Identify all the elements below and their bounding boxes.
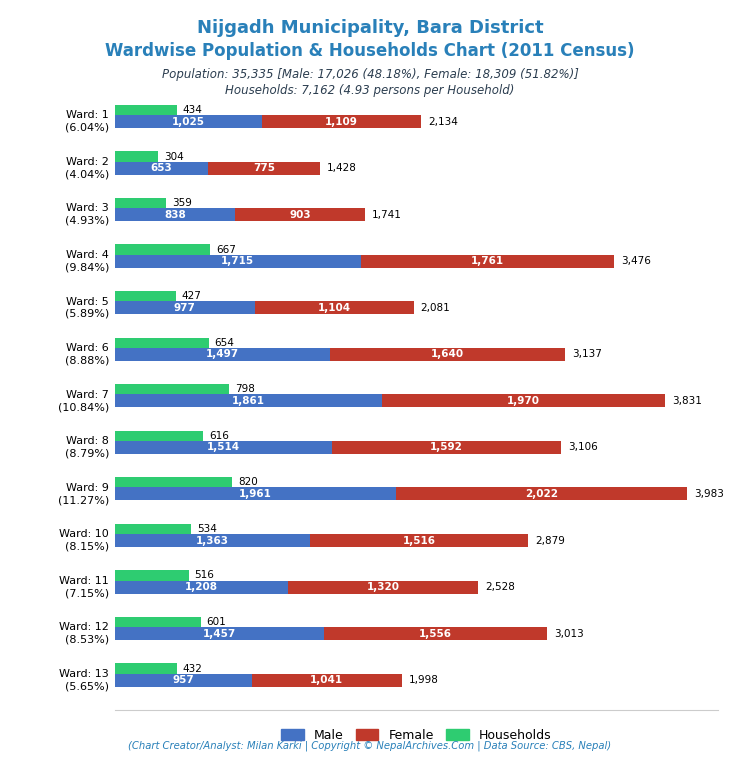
Bar bbox=[382, 394, 665, 407]
Text: Nijgadh Municipality, Bara District: Nijgadh Municipality, Bara District bbox=[197, 19, 543, 37]
Text: 432: 432 bbox=[183, 664, 202, 674]
Bar bbox=[115, 617, 201, 627]
Text: 1,998: 1,998 bbox=[408, 675, 439, 685]
Bar bbox=[115, 441, 332, 454]
Text: 616: 616 bbox=[209, 431, 229, 441]
Bar bbox=[262, 115, 421, 128]
Text: 1,025: 1,025 bbox=[172, 117, 205, 127]
Bar bbox=[115, 477, 232, 488]
Bar bbox=[115, 198, 166, 208]
Bar bbox=[115, 674, 252, 687]
Bar bbox=[115, 664, 177, 674]
Text: 1,428: 1,428 bbox=[327, 163, 357, 173]
Text: 903: 903 bbox=[289, 210, 311, 220]
Bar bbox=[332, 441, 561, 454]
Text: Population: 35,335 [Male: 17,026 (48.18%), Female: 18,309 (51.82%)]: Population: 35,335 [Male: 17,026 (48.18%… bbox=[161, 68, 579, 81]
Bar bbox=[115, 431, 204, 441]
Text: (Chart Creator/Analyst: Milan Karki | Copyright © NepalArchives.Com | Data Sourc: (Chart Creator/Analyst: Milan Karki | Co… bbox=[129, 740, 611, 751]
Text: 1,516: 1,516 bbox=[403, 535, 436, 545]
Text: 516: 516 bbox=[195, 571, 215, 581]
Bar bbox=[115, 338, 209, 348]
Text: 1,640: 1,640 bbox=[431, 349, 464, 359]
Text: 775: 775 bbox=[253, 163, 275, 173]
Text: Wardwise Population & Households Chart (2011 Census): Wardwise Population & Households Chart (… bbox=[105, 42, 635, 60]
Text: 3,137: 3,137 bbox=[572, 349, 602, 359]
Text: 1,970: 1,970 bbox=[507, 396, 540, 406]
Text: 3,983: 3,983 bbox=[694, 489, 724, 499]
Text: 977: 977 bbox=[174, 303, 196, 313]
Text: 3,106: 3,106 bbox=[568, 442, 598, 452]
Text: 1,104: 1,104 bbox=[317, 303, 351, 313]
Text: 654: 654 bbox=[215, 338, 235, 348]
Bar bbox=[324, 627, 548, 640]
Text: 2,022: 2,022 bbox=[525, 489, 558, 499]
Bar bbox=[115, 151, 158, 161]
Text: 1,741: 1,741 bbox=[372, 210, 402, 220]
Text: 3,831: 3,831 bbox=[672, 396, 702, 406]
Text: 1,715: 1,715 bbox=[221, 257, 255, 266]
Bar bbox=[235, 208, 365, 221]
Text: Households: 7,162 (4.93 persons per Household): Households: 7,162 (4.93 persons per Hous… bbox=[225, 84, 515, 98]
Text: 1,592: 1,592 bbox=[430, 442, 462, 452]
Text: 1,556: 1,556 bbox=[419, 628, 452, 639]
Bar bbox=[115, 348, 329, 361]
Text: 434: 434 bbox=[183, 105, 203, 115]
Text: 3,476: 3,476 bbox=[621, 257, 651, 266]
Bar bbox=[115, 394, 382, 407]
Bar bbox=[310, 534, 528, 547]
Bar bbox=[115, 105, 177, 115]
Text: 2,081: 2,081 bbox=[421, 303, 451, 313]
Bar bbox=[115, 524, 192, 534]
Bar bbox=[115, 161, 209, 174]
Text: 798: 798 bbox=[235, 384, 255, 394]
Bar bbox=[255, 301, 414, 314]
Bar bbox=[361, 255, 614, 268]
Text: 2,134: 2,134 bbox=[428, 117, 458, 127]
Text: 601: 601 bbox=[206, 617, 226, 627]
Bar bbox=[115, 581, 288, 594]
Text: 1,861: 1,861 bbox=[232, 396, 265, 406]
Bar bbox=[115, 115, 262, 128]
Text: 1,457: 1,457 bbox=[203, 628, 236, 639]
Text: 1,497: 1,497 bbox=[206, 349, 239, 359]
Bar bbox=[115, 244, 210, 255]
Bar bbox=[397, 488, 687, 501]
Text: 304: 304 bbox=[164, 151, 184, 161]
Text: 820: 820 bbox=[238, 478, 258, 488]
Bar bbox=[115, 571, 189, 581]
Text: 1,041: 1,041 bbox=[310, 675, 343, 685]
Bar bbox=[209, 161, 320, 174]
Text: 2,528: 2,528 bbox=[485, 582, 515, 592]
Text: 957: 957 bbox=[172, 675, 195, 685]
Text: 1,363: 1,363 bbox=[196, 535, 229, 545]
Text: 1,961: 1,961 bbox=[239, 489, 272, 499]
Bar bbox=[115, 627, 324, 640]
Text: 1,320: 1,320 bbox=[366, 582, 400, 592]
Bar bbox=[115, 534, 310, 547]
Text: 1,761: 1,761 bbox=[471, 257, 504, 266]
Bar bbox=[115, 488, 397, 501]
Text: 534: 534 bbox=[197, 524, 217, 534]
Bar bbox=[115, 255, 361, 268]
Text: 838: 838 bbox=[164, 210, 186, 220]
Text: 1,109: 1,109 bbox=[325, 117, 358, 127]
Text: 2,879: 2,879 bbox=[535, 535, 565, 545]
Bar bbox=[252, 674, 402, 687]
Bar bbox=[115, 208, 235, 221]
Bar bbox=[115, 291, 176, 301]
Bar bbox=[115, 301, 255, 314]
Text: 653: 653 bbox=[151, 163, 172, 173]
Text: 359: 359 bbox=[172, 198, 192, 208]
Text: 427: 427 bbox=[182, 291, 201, 301]
Text: 3,013: 3,013 bbox=[554, 628, 585, 639]
Text: 1,208: 1,208 bbox=[185, 582, 218, 592]
Bar bbox=[329, 348, 565, 361]
Bar bbox=[288, 581, 478, 594]
Bar bbox=[115, 384, 229, 394]
Text: 667: 667 bbox=[216, 244, 236, 255]
Legend: Male, Female, Households: Male, Female, Households bbox=[276, 724, 556, 747]
Text: 1,514: 1,514 bbox=[207, 442, 240, 452]
